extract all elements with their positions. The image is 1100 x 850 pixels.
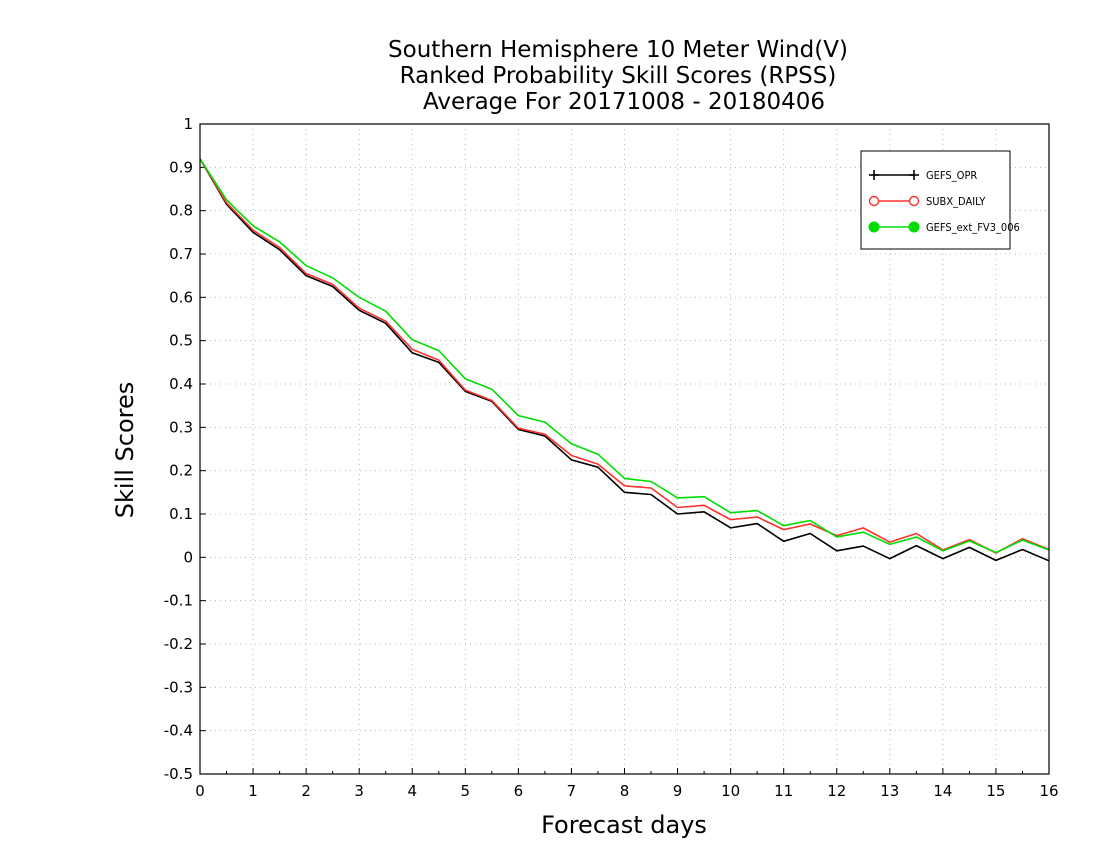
x-tick-label: 12: [827, 782, 846, 800]
chart-title: Southern Hemisphere 10 Meter Wind(V) Ran…: [388, 37, 848, 115]
y-tick-label: 0.2: [169, 462, 193, 480]
title-line-1: Southern Hemisphere 10 Meter Wind(V): [388, 37, 848, 63]
x-tick-label: 9: [673, 782, 683, 800]
legend-marker-filled-circle: [908, 221, 920, 233]
x-tick-label: 11: [774, 782, 793, 800]
x-tick-label: 15: [986, 782, 1005, 800]
y-axis-label: Skill Scores: [111, 382, 139, 519]
series-lines: [199, 158, 1050, 562]
title-line-3: Average For 20171008 - 20180406: [423, 89, 825, 115]
x-tick-label: 3: [354, 782, 364, 800]
y-tick-label: 0.8: [169, 202, 193, 220]
y-tick-label: -0.1: [164, 592, 193, 610]
grid-lines: [200, 124, 1049, 774]
y-tick-label: 0.7: [169, 245, 193, 263]
x-tick-label: 6: [514, 782, 524, 800]
legend-marker-open-circle: [868, 195, 880, 207]
x-tick-label: 0: [195, 782, 205, 800]
legend-label: GEFS_OPR: [926, 169, 977, 182]
y-tick-label: 0.6: [169, 288, 193, 306]
y-tick-label: -0.2: [164, 635, 193, 653]
x-tick-label: 13: [880, 782, 899, 800]
title-line-2: Ranked Probability Skill Scores (RPSS): [400, 63, 837, 89]
series-line-subx-daily: [199, 158, 1050, 554]
x-tick-label: 14: [933, 782, 952, 800]
x-tick-label: 7: [567, 782, 577, 800]
plot-frame: [199, 123, 1050, 775]
y-tick-label: -0.5: [164, 765, 193, 783]
x-tick-label: 16: [1039, 782, 1058, 800]
x-tick-label: 10: [721, 782, 740, 800]
legend-marker-open-circle: [908, 195, 920, 207]
y-tick-label: -0.4: [164, 722, 193, 740]
x-tick-label: 1: [248, 782, 258, 800]
legend-marker-filled-circle: [868, 221, 880, 233]
y-tick-label: 1: [183, 115, 193, 133]
legend-box: [860, 150, 1011, 250]
series-line-gefs-ext-fv3-006: [199, 158, 1050, 554]
x-tick-label: 8: [620, 782, 630, 800]
legend: GEFS_OPR SUBX_DAILY GEFS_ext_FV3_006: [860, 150, 1020, 250]
legend-label: GEFS_ext_FV3_006: [926, 221, 1020, 234]
y-tick-label: -0.3: [164, 678, 193, 696]
series-line-gefs-opr: [199, 158, 1050, 562]
x-axis-label: Forecast days: [541, 811, 707, 839]
y-tick-label: 0.1: [169, 505, 193, 523]
y-tick-label: 0.3: [169, 418, 193, 436]
y-tick-label: 0.4: [169, 375, 193, 393]
legend-label: SUBX_DAILY: [926, 195, 986, 208]
x-tick-label: 5: [461, 782, 471, 800]
y-tick-label: 0.5: [169, 332, 193, 350]
x-tick-label: 4: [407, 782, 417, 800]
y-tick-label: 0: [183, 548, 193, 566]
y-tick-label: 0.9: [169, 158, 193, 176]
x-tick-label: 2: [301, 782, 311, 800]
axis-ticks: 0 1 2 3 4 5 6 7 8 9 10 11 12 13 14 15 16-0.5-0.4-0.3-0.2…: [164, 115, 1059, 800]
